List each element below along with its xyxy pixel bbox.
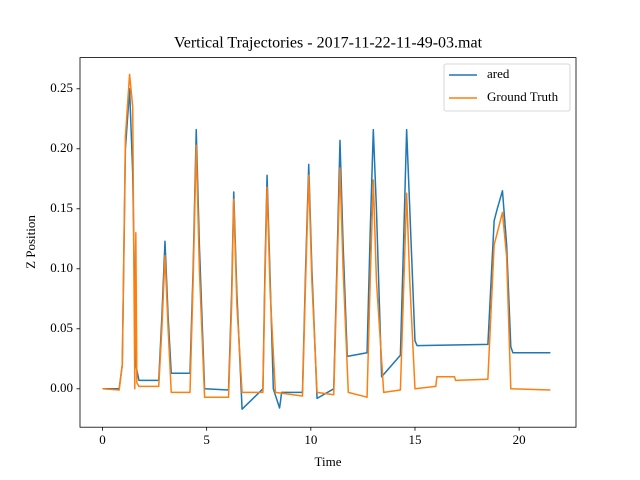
y-axis-label: Z Position (23, 215, 38, 269)
x-tick-label: 0 (99, 432, 106, 447)
y-tick-label: 0.15 (50, 200, 73, 215)
y-tick-label: 0.10 (50, 260, 73, 275)
data-line (102, 73, 551, 398)
legend-label: ared (487, 66, 510, 81)
x-tick-label: 15 (408, 432, 421, 447)
chart-title: Vertical Trajectories - 2017-11-22-11-49… (174, 35, 483, 52)
x-tick-label: 5 (203, 432, 210, 447)
legend-label: Ground Truth (487, 89, 559, 104)
x-axis-label: Time (315, 454, 342, 469)
y-tick-label: 0.05 (50, 320, 73, 335)
y-tick-label: 0.25 (50, 80, 73, 95)
y-tick-label: 0.20 (50, 140, 73, 155)
x-tick-label: 10 (304, 432, 317, 447)
axes-frame (79, 57, 577, 428)
y-tick-label: 0.00 (50, 380, 73, 395)
x-tick-label: 20 (513, 432, 526, 447)
